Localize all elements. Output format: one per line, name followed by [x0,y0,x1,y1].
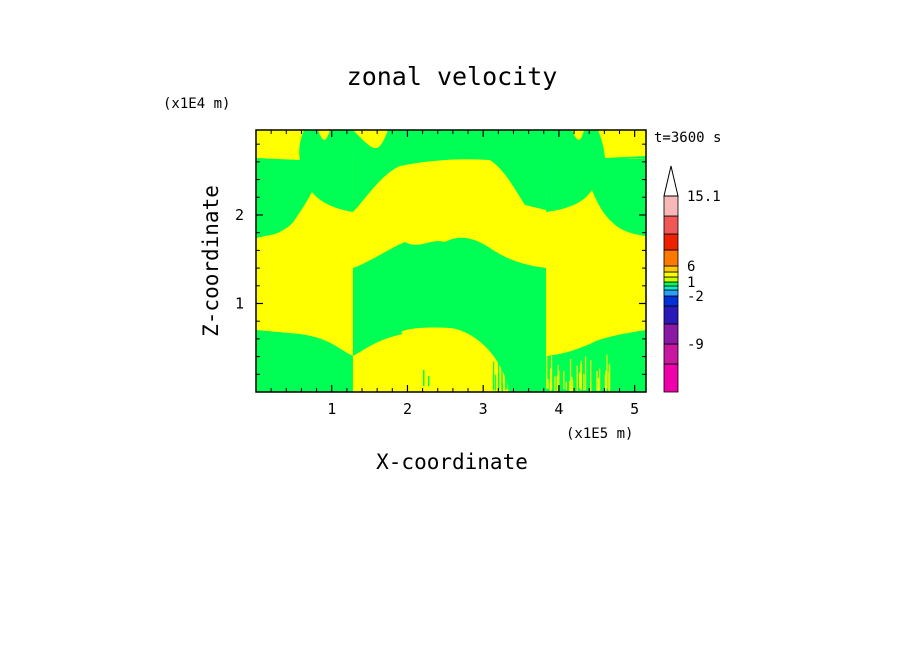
heatmap-field [256,130,646,392]
perturbation-streak [590,360,592,392]
perturbation-streak [501,357,503,392]
region-center-middle [352,237,547,392]
perturbation-streak [583,374,585,391]
perturbation-streak [563,370,565,389]
perturbation-streak [556,375,558,392]
pocket-right-top-2 [572,130,584,140]
colorbar-segment [663,323,679,345]
perturbation-streak [523,359,526,389]
colorbar-segment [663,295,679,307]
perturbation-streak [605,370,607,392]
perturbation-streak [497,353,500,389]
perturbation-streak [545,371,547,391]
perturbation-streak [550,356,553,390]
perturbation-streak [576,365,578,391]
region-center-top [352,130,547,212]
colorbar-segment [663,265,679,273]
perturbation-streak [517,371,519,390]
plot-frame [255,129,647,393]
colorbar-segment [663,305,679,325]
perturbation-streak [494,374,497,391]
perturbation-streak [541,368,543,390]
perturbation-streak [514,371,516,390]
colorbar-segment [663,249,679,267]
perturbation-streak [549,382,551,391]
perturbation-streak [606,354,608,389]
pocket-left-top-2 [318,130,330,140]
perturbation-streak [504,370,507,391]
perturbation-streak [579,372,581,389]
pocket-center-top [352,130,388,149]
time-label: t=3600 s [654,130,721,146]
colorbar-extend-arrow [663,165,679,197]
perturbation-streak [557,364,559,391]
perturbation-streak [285,372,287,384]
y-unit-label: (x1E4 m) [163,96,230,112]
region-left-lower [256,330,353,392]
perturbation-streak [608,365,611,392]
perturbation-streak [571,380,574,392]
perturbation-streak [544,356,546,390]
colorbar-segment [663,195,679,217]
chart-title: zonal velocity [347,62,558,91]
perturbation-streak [565,381,567,391]
perturbation-streak [501,383,504,392]
colorbar-segment [663,215,679,235]
x-tick-label: 1 [327,400,336,418]
perturbation-streak [519,363,522,392]
perturbation-streak [519,373,521,389]
colorbar-label: 6 [687,259,695,275]
perturbation-streak [584,356,587,390]
x-unit-label: (x1E5 m) [566,426,633,442]
x-tick-label: 4 [554,400,563,418]
perturbation-streak [546,353,548,389]
colorbar-label: -2 [687,289,704,305]
perturbation-streak [598,368,601,391]
x-axis-title: X-coordinate [376,450,528,474]
perturbation-streak [569,358,572,392]
x-tick-label: 5 [630,400,639,418]
near-surface-perturbations [285,353,611,392]
pocket-left-top [256,130,304,160]
perturbation-streak [492,361,495,391]
perturbation-streak [506,356,508,390]
perturbation-streak [596,370,598,392]
colorbar-segment [663,285,679,291]
x-axis: 1 2 3 4 5 [270,130,639,418]
perturbation-streak [520,370,523,390]
perturbation-streak [534,380,536,389]
perturbation-streak [554,376,556,392]
perturbation-streak [597,377,600,392]
perturbation-streak [423,370,425,386]
colorbar-segment [663,363,679,393]
perturbation-streak [580,360,582,390]
x-tick-label: 2 [403,400,412,418]
y-axis: 12 [235,143,646,375]
colorbar-label: 15.1 [687,189,721,205]
perturbation-streak [508,381,510,392]
perturbation-streak [428,376,430,386]
perturbation-streak [498,373,500,391]
pocket-right-top [598,130,646,158]
colorbar: 15.1 61-2 -9 [663,165,721,393]
colorbar-label: 1 [687,275,695,291]
perturbation-streak [510,361,512,390]
colorbar-label: -9 [687,337,704,353]
perturbation-streak [547,379,549,389]
colorbar-segment [663,281,679,287]
perturbation-streak [537,377,540,390]
perturbation-streak [527,382,530,390]
colorbar-segment [663,276,679,283]
y-tick-label: 2 [235,206,244,224]
colorbar-segment [663,343,679,365]
colorbar-segment [663,271,679,278]
x-tick-label: 3 [479,400,488,418]
y-tick-label: 1 [235,294,244,312]
colorbar-segment [663,289,679,297]
colorbar-segment [663,233,679,251]
perturbation-streak [569,381,571,392]
y-axis-title: Z-coordinate [199,185,223,337]
